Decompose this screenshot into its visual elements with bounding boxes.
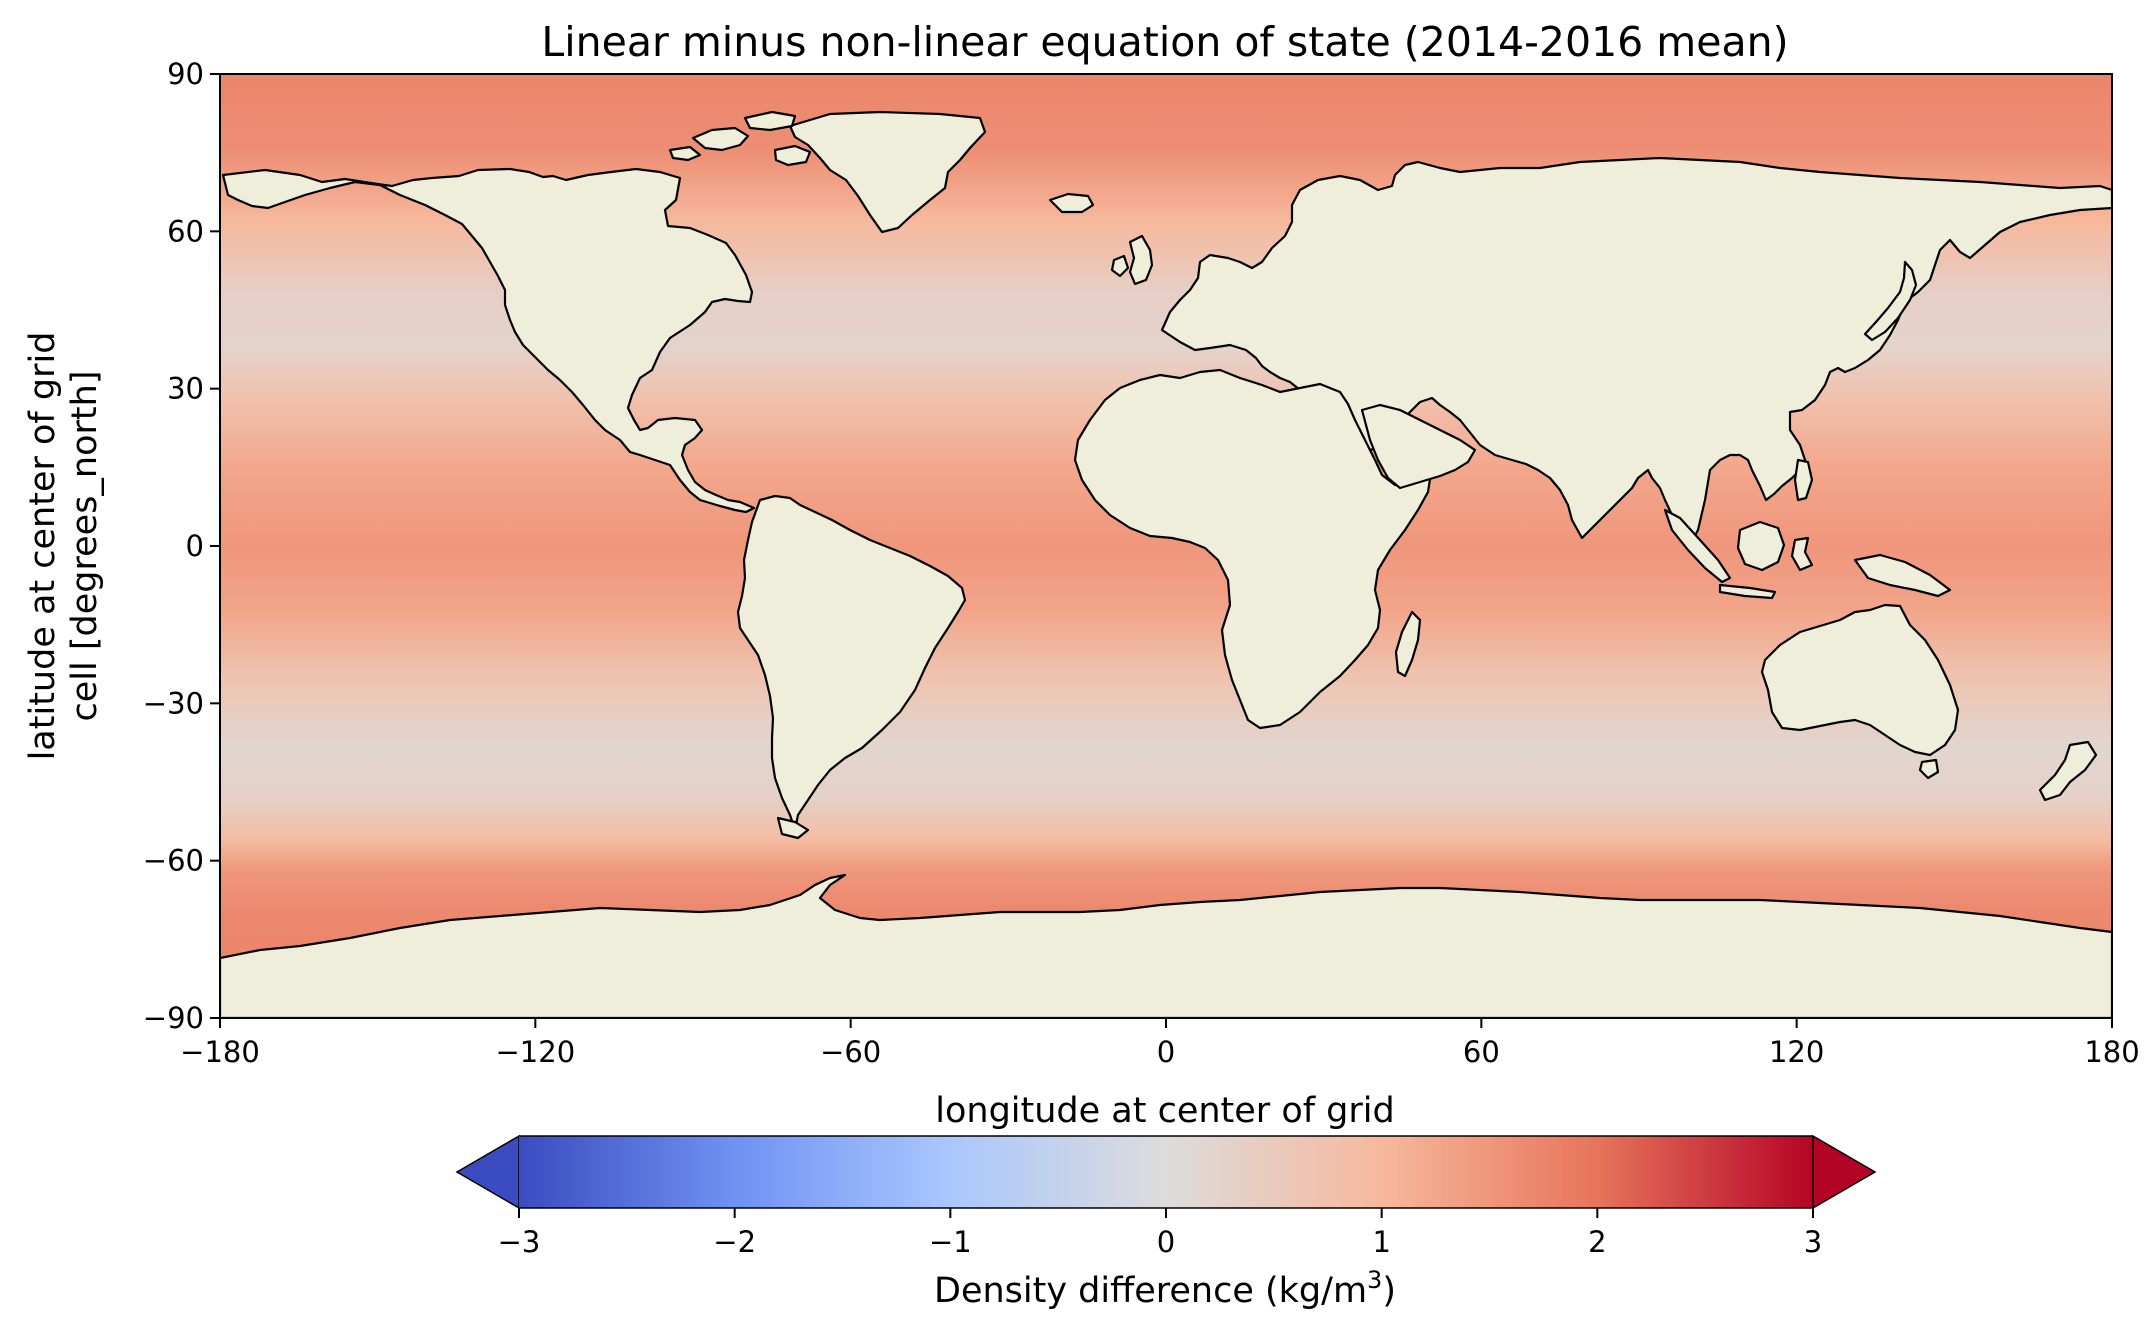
y-axis-ticks: 90 60 30 0 −30 −60 −90 bbox=[143, 57, 220, 1035]
java bbox=[1718, 583, 1777, 600]
plot-area bbox=[220, 74, 2112, 1018]
madagascar bbox=[1394, 610, 1422, 678]
new-zealand bbox=[2038, 740, 2098, 802]
x-tick-label: 180 bbox=[2084, 1035, 2139, 1069]
tasmania bbox=[1918, 758, 1940, 780]
new-guinea bbox=[1853, 553, 1952, 598]
colorbar-max-extend bbox=[1812, 1134, 1877, 1210]
arabian-peninsula bbox=[1360, 403, 1477, 490]
x-axis-label: longitude at center of grid bbox=[935, 1091, 1394, 1131]
borneo bbox=[1736, 520, 1786, 572]
north-america bbox=[221, 167, 756, 514]
y-axis-label-line-1: latitude at center of grid bbox=[23, 332, 63, 761]
x-tick-label: 60 bbox=[1463, 1035, 1500, 1069]
africa bbox=[1073, 368, 1432, 730]
y-tick-label: 60 bbox=[167, 214, 204, 248]
x-tick-label: 120 bbox=[1769, 1035, 1824, 1069]
colorbar-tick-label: 3 bbox=[1804, 1225, 1822, 1259]
sumatra bbox=[1663, 508, 1732, 584]
australia bbox=[1760, 603, 1960, 757]
x-tick-label: −180 bbox=[180, 1035, 260, 1069]
colorbar-label-end: ) bbox=[1382, 1271, 1396, 1311]
colorbar-tick-label: 0 bbox=[1157, 1225, 1175, 1259]
colorbar-ticks: −3 −2 −1 0 1 2 3 bbox=[498, 1208, 1822, 1259]
arctic-island bbox=[691, 126, 750, 152]
philippines bbox=[1793, 458, 1814, 502]
ireland bbox=[1110, 254, 1130, 278]
land-masses bbox=[220, 110, 2112, 1018]
colorbar-tick-label: 2 bbox=[1588, 1225, 1606, 1259]
y-tick-label: −30 bbox=[143, 686, 204, 720]
colorbar-tick-label: −3 bbox=[498, 1225, 541, 1259]
iceland bbox=[1048, 192, 1095, 214]
y-tick-label: 30 bbox=[167, 372, 204, 406]
x-tick-label: −60 bbox=[820, 1035, 881, 1069]
colorbar-tick-label: −1 bbox=[929, 1225, 972, 1259]
tierra-del-fuego bbox=[776, 816, 810, 840]
colorbar-tick-label: 1 bbox=[1372, 1225, 1390, 1259]
y-axis-label-line-2: cell [degrees_north] bbox=[65, 371, 105, 722]
antarctica bbox=[220, 873, 2112, 1018]
chart-title: Linear minus non-linear equation of stat… bbox=[541, 18, 1788, 66]
y-axis-label: latitude at center of grid cell [degrees… bbox=[23, 332, 105, 761]
colorbar-label-text: Density difference (kg/m bbox=[934, 1271, 1367, 1311]
japan bbox=[1863, 260, 1918, 342]
y-tick-label: 90 bbox=[167, 57, 204, 91]
colorbar-min-extend bbox=[455, 1134, 520, 1210]
colorbar-label-superscript: 3 bbox=[1367, 1266, 1382, 1294]
sulawesi bbox=[1790, 536, 1814, 572]
y-tick-label: 0 bbox=[186, 529, 204, 563]
colorbar-bar bbox=[519, 1136, 1813, 1208]
eurasia bbox=[1160, 156, 2112, 547]
south-america bbox=[736, 494, 967, 832]
arctic-island bbox=[743, 110, 797, 132]
x-axis-ticks: −180 −120 −60 0 60 120 180 bbox=[180, 1018, 2140, 1069]
arctic-island bbox=[773, 144, 812, 167]
y-tick-label: −60 bbox=[143, 844, 204, 878]
x-tick-label: −120 bbox=[496, 1035, 576, 1069]
x-tick-label: 0 bbox=[1157, 1035, 1175, 1069]
british-isles bbox=[1128, 234, 1154, 286]
greenland bbox=[788, 110, 987, 234]
y-tick-label: −90 bbox=[143, 1001, 204, 1035]
colorbar-label: Density difference (kg/m3) bbox=[934, 1266, 1396, 1311]
arctic-island bbox=[668, 145, 702, 162]
colorbar: −3 −2 −1 0 1 2 3 Density difference (kg/m3) bbox=[455, 1134, 1877, 1311]
colorbar-tick-label: −2 bbox=[713, 1225, 756, 1259]
